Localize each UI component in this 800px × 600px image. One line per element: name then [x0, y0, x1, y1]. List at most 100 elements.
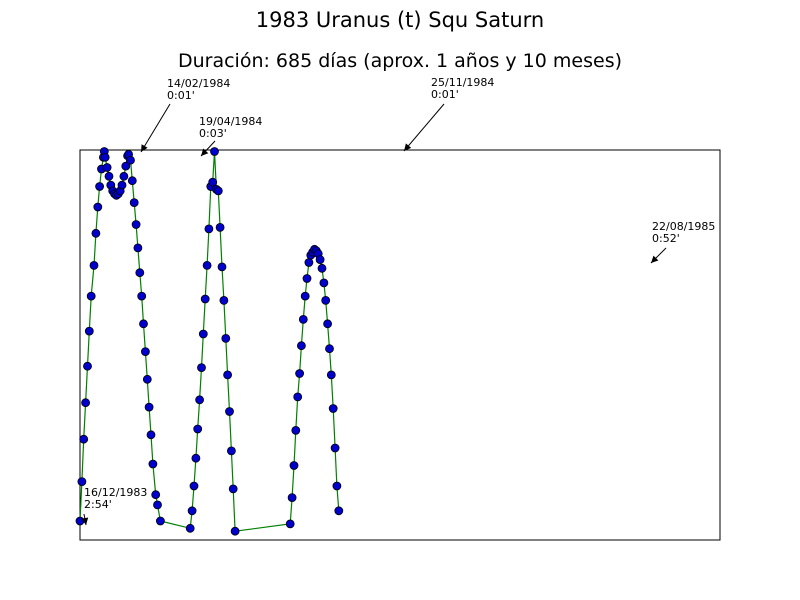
data-point — [193, 424, 203, 434]
data-point — [155, 516, 165, 526]
annotation-label: 14/02/1984 0:01' — [167, 77, 230, 102]
data-point — [93, 202, 103, 212]
data-point — [210, 147, 219, 156]
data-point — [200, 294, 210, 304]
data-point — [287, 493, 297, 503]
data-point — [285, 519, 295, 529]
data-point — [129, 198, 139, 208]
plot-frame — [79, 149, 721, 541]
data-point — [323, 319, 333, 329]
series-line — [79, 151, 340, 532]
data-point — [204, 224, 214, 234]
data-point — [86, 291, 96, 301]
data-point — [81, 398, 90, 408]
data-point — [131, 220, 141, 229]
annotation-value: 2:54' — [84, 498, 112, 511]
data-point — [139, 319, 148, 329]
data-point — [146, 430, 156, 440]
data-point — [100, 152, 110, 162]
data-point — [304, 258, 314, 267]
data-point — [126, 155, 135, 165]
data-point — [102, 163, 112, 172]
data-point — [332, 481, 342, 491]
data-point — [198, 329, 208, 339]
data-point — [328, 404, 338, 413]
annotation-value: 0:01' — [167, 89, 195, 102]
annotation-value: 0:52' — [652, 232, 680, 245]
annotation-arrow-head — [651, 255, 659, 263]
data-point — [140, 347, 150, 357]
data-point — [219, 295, 229, 305]
data-point — [144, 402, 154, 412]
data-point — [117, 180, 127, 190]
data-point — [334, 506, 344, 516]
annotation-label: 25/11/1984 0:01' — [431, 76, 494, 101]
annotation-date: 14/02/1984 — [167, 77, 230, 90]
annotation-arrow-line — [140, 103, 171, 153]
data-point — [230, 526, 240, 536]
data-point — [221, 333, 231, 343]
plot-border — [79, 149, 721, 541]
data-point — [89, 260, 99, 270]
data-point — [142, 374, 152, 384]
data-point — [133, 243, 143, 253]
data-point — [119, 171, 129, 181]
data-point — [225, 407, 234, 416]
annotation-arrow-line — [403, 103, 445, 152]
data-point — [295, 369, 305, 378]
data-point — [187, 506, 197, 516]
data-point — [317, 263, 327, 273]
data-point — [153, 500, 162, 510]
data-point — [326, 370, 336, 380]
data-point — [300, 291, 310, 301]
data-point — [127, 176, 137, 186]
data-point — [197, 363, 206, 373]
annotation-arrow-head — [404, 143, 412, 151]
data-point — [296, 341, 306, 351]
data-point — [228, 484, 238, 494]
annotation-label: 19/04/1984 0:03' — [199, 115, 262, 140]
data-point — [185, 523, 195, 533]
annotation-arrow-head — [141, 144, 148, 152]
data-point — [325, 344, 334, 354]
data-point — [319, 278, 329, 288]
data-point — [213, 186, 223, 196]
data-point — [202, 260, 212, 270]
data-point — [137, 291, 147, 301]
data-point — [83, 361, 92, 371]
annotation-label: 22/08/1985 0:52' — [652, 220, 715, 245]
annotation-date: 25/11/1984 — [431, 76, 494, 89]
data-point — [77, 477, 87, 487]
annotation-arrow-head — [81, 517, 89, 525]
annotation-date: 16/12/1983 — [84, 486, 147, 499]
annotation-value: 0:03' — [199, 127, 227, 140]
data-point — [148, 459, 158, 469]
data-point — [302, 274, 312, 283]
data-point — [189, 481, 199, 491]
data-point — [95, 182, 104, 191]
data-point — [208, 177, 218, 187]
chart-title: 1983 Uranus (t) Squ Saturn — [255, 8, 545, 32]
data-point — [121, 161, 131, 171]
annotation-date: 19/04/1984 — [199, 115, 262, 128]
data-point — [191, 453, 201, 463]
annotation-value: 0:01' — [431, 88, 459, 101]
data-point — [79, 434, 89, 444]
annotation-arrow-head — [201, 148, 209, 156]
data-point — [151, 490, 161, 500]
data-point — [226, 446, 236, 456]
annotation-label: 16/12/1983 2:54' — [84, 486, 147, 511]
data-point — [217, 262, 227, 272]
data-point — [330, 443, 340, 453]
series-points-group — [75, 147, 344, 536]
data-point — [293, 392, 303, 402]
data-point — [195, 395, 205, 405]
data-point — [298, 314, 308, 324]
data-point — [315, 255, 325, 265]
data-point — [84, 326, 94, 336]
data-point — [289, 461, 299, 470]
annotations-group: 16/12/1983 2:54'14/02/1984 0:01'19/04/1984… — [81, 76, 715, 526]
data-point — [215, 222, 225, 232]
data-point — [75, 516, 85, 526]
